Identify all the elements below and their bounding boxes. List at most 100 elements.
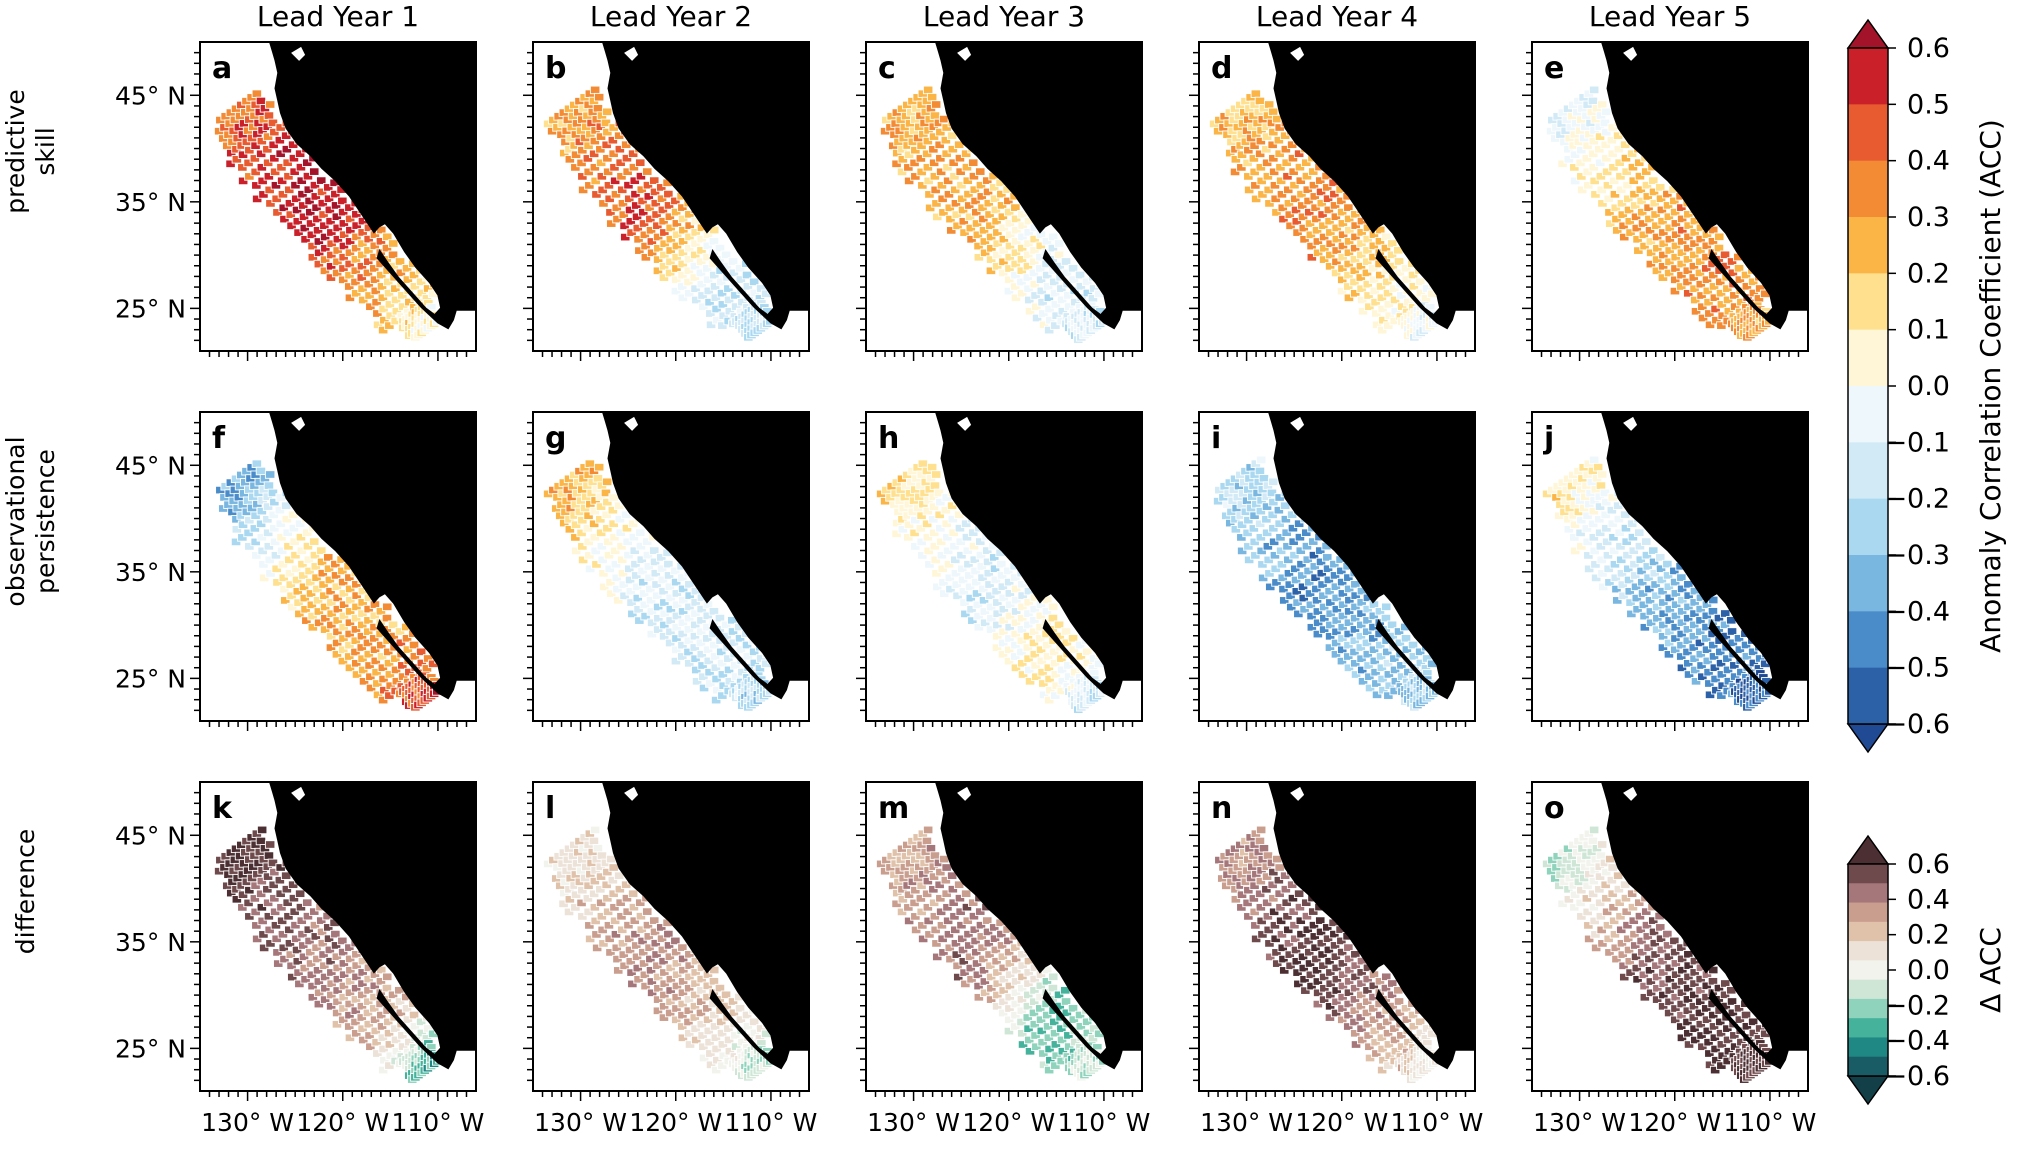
grid-cell [1275, 864, 1285, 872]
panel-j: j [1522, 412, 1808, 731]
grid-cell [930, 852, 940, 860]
panel-letter: k [212, 791, 233, 826]
grid-cell [636, 529, 646, 537]
grid-cell [593, 845, 603, 853]
row-title-line: observational [1, 436, 30, 606]
x-tick-label: 120° W [962, 1108, 1055, 1137]
grid-cell [590, 86, 600, 94]
column-title-2: Lead Year 2 [590, 0, 752, 33]
grid-cell [303, 899, 313, 907]
y-tick-label: 35° N [115, 558, 186, 587]
panel-letter: i [1211, 421, 1221, 456]
grid-cell [252, 90, 262, 98]
grid-cell [961, 890, 971, 898]
x-tick-label: 110° W [391, 1108, 484, 1137]
grid-cell [310, 538, 320, 546]
y-tick-label: 45° N [115, 81, 186, 110]
row-title-1: predictiveskill [1, 89, 60, 213]
grid-cell [1251, 90, 1261, 98]
grid-cell [923, 826, 933, 834]
panel-c: c [856, 42, 1142, 361]
grid-cell [1049, 603, 1059, 611]
grid-cell [1263, 852, 1273, 860]
grid-cell [264, 112, 274, 120]
grid-cell [593, 105, 603, 113]
grid-cell [636, 159, 646, 167]
y-tick-label: 35° N [115, 928, 186, 957]
grid-cell [931, 101, 941, 109]
row-title-line: persistence [31, 449, 60, 594]
grid-cell [264, 482, 274, 490]
grid-cell [1268, 478, 1278, 486]
grid-cell [593, 475, 603, 483]
x-tick-label: 130° W [201, 1108, 294, 1137]
grid-cell [1601, 108, 1611, 116]
panel-letter: m [878, 791, 909, 826]
grid-cell [265, 101, 275, 109]
grid-cell [927, 93, 937, 101]
grid-cell [1642, 538, 1652, 546]
panel-letter: e [1544, 51, 1564, 86]
panel-letter: g [545, 421, 566, 456]
panel-letter: d [1211, 51, 1232, 86]
grid-cell [926, 845, 936, 853]
x-tick-label: 130° W [867, 1108, 960, 1137]
grid-cell [609, 494, 619, 502]
grid-cell [923, 86, 933, 94]
panel-letter: h [878, 421, 899, 456]
y-tick-label: 45° N [115, 451, 186, 480]
grid-cell [383, 973, 393, 981]
grid-cell [256, 97, 266, 105]
grid-cell [942, 864, 952, 872]
grid-cell [643, 168, 653, 176]
panel-letter: b [545, 51, 566, 86]
y-tick-label: 25° N [115, 1034, 186, 1063]
grid-cell [609, 864, 619, 872]
panel-i: i [1189, 412, 1475, 731]
grid-cell [1256, 456, 1266, 464]
grid-cell [1259, 475, 1269, 483]
y-tick-label: 25° N [115, 294, 186, 323]
grid-cell [931, 471, 941, 479]
grid-cell [1255, 837, 1265, 845]
row-title-line: difference [11, 829, 40, 955]
panel-h: h [856, 412, 1142, 731]
grid-cell [628, 890, 638, 898]
grid-cell [1055, 240, 1065, 248]
grid-cell [597, 852, 607, 860]
x-tick-label: 130° W [534, 1108, 627, 1137]
y-tick-label: 45° N [115, 821, 186, 850]
row-title-2: observationalpersistence [1, 436, 60, 606]
panel-g: g [523, 412, 809, 731]
grid-cell [1255, 467, 1265, 475]
panel-a: a45° N35° N25° N [115, 42, 476, 361]
column-title-3: Lead Year 3 [923, 0, 1085, 33]
grid-cell [594, 463, 604, 471]
map-panels: a 45° N 35° N 25° N b c d e f 45° N 35° N 25° N g h i j… [115, 42, 1816, 1137]
grid-cell [1715, 233, 1725, 241]
grid-cell [265, 471, 275, 479]
grid-cell [256, 467, 266, 475]
y-tick-label: 25° N [115, 664, 186, 693]
grid-cell [310, 168, 320, 176]
panel-letter: a [212, 51, 232, 86]
row-title-3: difference [11, 829, 40, 955]
grid-cell [1588, 97, 1598, 105]
grid-cell [1255, 97, 1265, 105]
grid-cell [257, 826, 267, 834]
grid-cell [602, 478, 612, 486]
grid-cell [1596, 482, 1606, 490]
grid-cell [1597, 471, 1607, 479]
panel-d: d [1189, 42, 1475, 361]
panel-letter: c [878, 51, 896, 86]
grid-cell [590, 826, 600, 834]
panel-letter: l [545, 791, 555, 826]
grid-cell [930, 112, 940, 120]
panel-letter: f [212, 421, 226, 456]
row-title-line: predictive [1, 89, 30, 213]
